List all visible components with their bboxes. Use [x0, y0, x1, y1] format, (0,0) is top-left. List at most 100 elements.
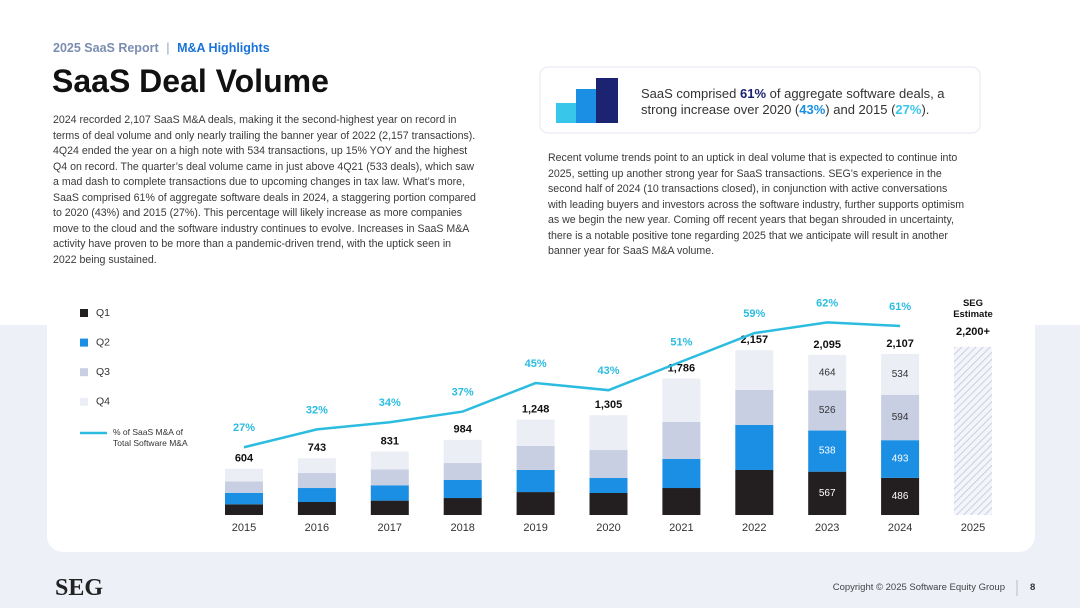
- legend-swatch: [80, 368, 88, 377]
- bar-segment: [881, 440, 920, 478]
- line-label: 59%: [743, 308, 765, 320]
- x-tick-label: 2023: [815, 522, 839, 534]
- line-label: 34%: [379, 397, 401, 409]
- total-label: 984: [454, 424, 473, 436]
- total-label: 831: [381, 435, 399, 447]
- x-tick-label: 2016: [305, 522, 329, 534]
- bar-segment: [881, 394, 920, 441]
- x-tick-label: 2017: [378, 522, 402, 534]
- x-tick-label: 2021: [669, 522, 693, 534]
- callout-text: ).: [921, 102, 930, 117]
- estimate-bar: [954, 346, 992, 515]
- bar-segment: [881, 477, 920, 515]
- bar-segment: [808, 430, 847, 472]
- icon-bar: [596, 78, 618, 123]
- x-tick-label: 2022: [742, 522, 766, 534]
- bar-segment: [297, 502, 336, 515]
- total-label: 604: [235, 453, 254, 465]
- bar-segment: [881, 353, 920, 395]
- bar-segment: [297, 458, 336, 474]
- report-name: 2025 SaaS Report: [53, 41, 159, 55]
- total-label: 2,095: [813, 339, 841, 351]
- x-tick-label: 2018: [450, 522, 474, 534]
- page-title: SaaS Deal Volume: [52, 63, 329, 99]
- line-label: 45%: [525, 358, 547, 370]
- legend-swatch: [80, 397, 88, 406]
- callout-box: [539, 66, 981, 134]
- legend-label-box: % of SaaS M&A of Total Software M&A: [113, 427, 188, 448]
- bar-segment: [443, 498, 482, 515]
- bar-segment: [589, 478, 628, 493]
- bar-segment: [589, 450, 628, 479]
- legend-label: Q3: [96, 366, 110, 378]
- chart-card: [47, 283, 1035, 552]
- legend-label: % of SaaS M&A of Total Software M&A: [113, 427, 188, 448]
- bar-segment: [735, 424, 774, 470]
- total-label: 1,305: [595, 399, 623, 411]
- line-label: 27%: [233, 422, 255, 434]
- x-tick-label: 2019: [523, 522, 547, 534]
- line-label: 37%: [452, 386, 474, 398]
- section-name: M&A Highlights: [177, 41, 270, 55]
- callout-text: SaaS comprised: [641, 86, 740, 101]
- bar-segment: [589, 492, 628, 515]
- bar-segment: [370, 469, 409, 486]
- segment-label: 567: [819, 488, 836, 499]
- bar-segment: [735, 389, 774, 425]
- x-tick-label: 2024: [888, 522, 912, 534]
- legend-label: Q4: [96, 396, 110, 408]
- bar-segment: [808, 471, 847, 515]
- bar-segment: [370, 500, 409, 515]
- callout-text: of aggregate software deals, a strong in…: [641, 86, 945, 117]
- bar-segment: [225, 468, 263, 482]
- bar-segment: [516, 492, 555, 515]
- bar-segment: [516, 445, 555, 470]
- bar-segment: [735, 469, 774, 515]
- segment-label: 594: [892, 412, 909, 423]
- bar-segment: [443, 479, 482, 499]
- bar-segment: [297, 488, 336, 503]
- total-label: 743: [308, 442, 326, 454]
- bar-segment: [662, 421, 701, 459]
- bar-segment: [225, 481, 263, 493]
- line-label: 62%: [816, 297, 838, 309]
- icon-bar: [576, 89, 596, 123]
- segment-label: 538: [819, 446, 836, 457]
- estimate-label: 2,200+: [956, 326, 990, 338]
- legend-label: Q2: [96, 336, 110, 348]
- line-label: 51%: [670, 337, 692, 349]
- line-label: 32%: [306, 404, 328, 416]
- intro: 2024 recorded 2,107 SaaS M&A deals, maki…: [53, 114, 476, 266]
- page-number: 8: [1030, 582, 1036, 593]
- bar-segment: [370, 451, 409, 470]
- total-label: 2,107: [886, 338, 914, 350]
- total-label: 1,248: [522, 404, 550, 416]
- bar-segment: [443, 463, 482, 480]
- estimate-title: SEG Estimate: [953, 297, 993, 320]
- bar-segment: [225, 492, 263, 505]
- bar-segment: [370, 485, 409, 501]
- x-tick-label: 2020: [596, 522, 620, 534]
- legend-swatch: [80, 338, 88, 347]
- callout-text: ) and 2015 (: [825, 102, 896, 117]
- bar-segment: [443, 439, 482, 464]
- bar-segment: [516, 419, 555, 446]
- callout: SaaS comprised 61% of aggregate software…: [641, 86, 971, 118]
- legend-swatch: [80, 309, 88, 317]
- bar-segment: [297, 473, 336, 489]
- line-label: 43%: [597, 365, 619, 377]
- bar-segment: [225, 504, 263, 515]
- bar-segment: [589, 415, 628, 451]
- bar-segment: [808, 354, 847, 391]
- outlook: Recent volume trends point to an uptick …: [548, 152, 965, 257]
- bar-segment: [662, 378, 701, 422]
- breadcrumb: 2025 SaaS Report | M&A Highlights: [53, 41, 270, 55]
- legend-label: Q1: [96, 307, 110, 319]
- bar-segment: [808, 390, 847, 431]
- x-tick-label: 2015: [232, 522, 256, 534]
- segment-label: 464: [819, 367, 836, 378]
- bar-segment: [662, 458, 701, 489]
- share-line: [243, 321, 901, 449]
